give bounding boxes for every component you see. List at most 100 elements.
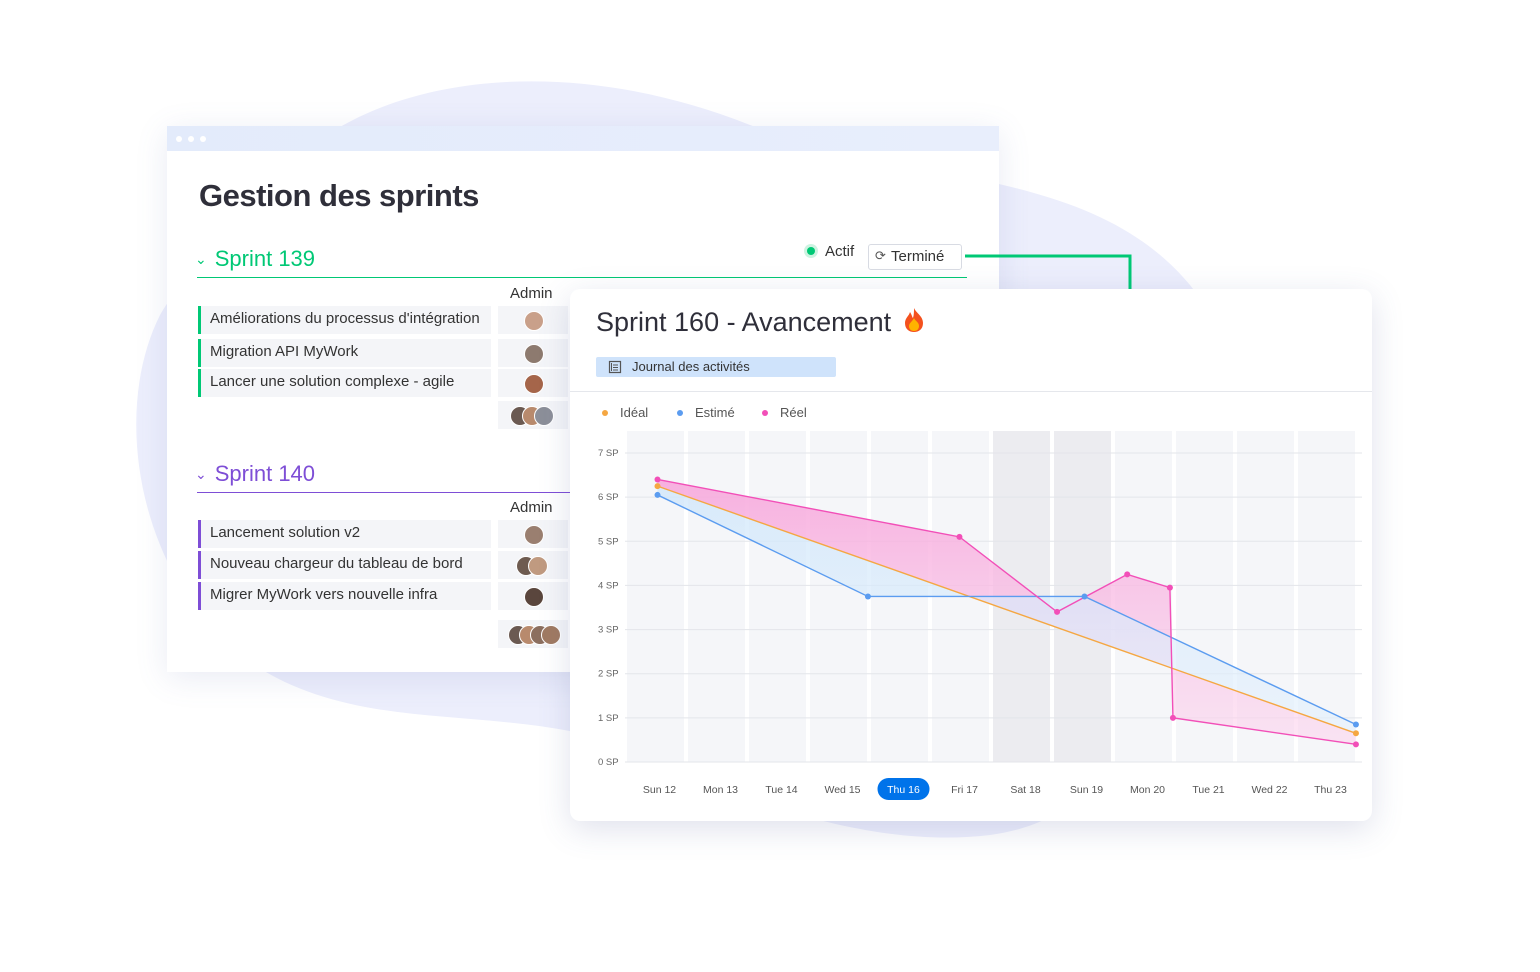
day-column <box>749 431 806 762</box>
window-titlebar <box>167 126 999 151</box>
point-actual <box>654 476 661 483</box>
point-estimated <box>654 491 661 498</box>
task-color-bar <box>198 520 201 548</box>
y-tick-label: 1 SP <box>598 713 619 724</box>
task-name: Migration API MyWork <box>210 343 359 360</box>
point-actual <box>956 533 963 540</box>
sync-icon: ⟳ <box>875 248 886 263</box>
admin-summary-cell[interactable] <box>498 620 568 648</box>
admin-cell[interactable] <box>498 339 568 367</box>
avatar <box>524 374 544 394</box>
x-tick-label: Sat 18 <box>1010 784 1041 796</box>
point-estimated <box>864 593 871 600</box>
sprint-group-header[interactable]: ⌄ Sprint 139 <box>195 246 315 272</box>
legend-label: Idéal <box>620 405 649 420</box>
y-tick-label: 3 SP <box>598 625 619 636</box>
status-active[interactable]: Actif <box>807 243 854 260</box>
active-dot-icon <box>807 247 815 255</box>
task-name: Migrer MyWork vers nouvelle infra <box>210 586 438 603</box>
done-status-button[interactable]: ⟳ Terminé <box>868 244 962 270</box>
task-color-bar <box>198 339 201 367</box>
x-tick-label: Tue 21 <box>1192 784 1224 796</box>
avatar <box>541 625 561 645</box>
task-row[interactable]: Lancement solution v2 <box>198 520 491 548</box>
legend-item-ideal[interactable]: Idéal <box>602 405 648 420</box>
avatar <box>528 556 548 576</box>
sprint-divider <box>197 277 967 278</box>
activity-log-tab[interactable]: Journal des activités <box>596 357 836 377</box>
task-color-bar <box>198 306 201 334</box>
y-tick-label: 4 SP <box>598 580 619 591</box>
window-dot-icon <box>188 136 194 142</box>
task-name: Améliorations du processus d'intégration <box>210 310 480 327</box>
day-column <box>688 431 745 762</box>
burndown-chart: 0 SP 1 SP 2 SP 3 SP 4 SP 5 SP 6 SP 7 SP Sun 12 Mo… <box>598 431 1362 800</box>
line-estimated <box>657 494 1357 726</box>
point-ideal <box>1352 730 1359 737</box>
x-tick-highlight <box>877 778 930 800</box>
task-name: Lancement solution v2 <box>210 524 361 541</box>
day-column <box>810 431 867 762</box>
task-color-bar <box>198 551 201 579</box>
admin-cell[interactable] <box>498 520 568 548</box>
sprint-progress-card: Sprint 160 - Avancement Journal des acti… <box>570 289 1372 821</box>
x-tick-label: Mon 13 <box>703 784 738 796</box>
sprint-divider <box>197 492 572 493</box>
task-color-bar <box>198 582 201 610</box>
x-tick-label: Wed 22 <box>1252 784 1288 796</box>
y-tick-label: 7 SP <box>598 448 619 459</box>
task-row[interactable]: Migration API MyWork <box>198 339 491 367</box>
area-actual-vs-ideal <box>657 479 1356 745</box>
point-ideal <box>654 483 661 490</box>
point-actual <box>1054 608 1061 615</box>
legend-label: Estimé <box>695 405 735 420</box>
document-icon <box>608 360 622 374</box>
legend-item-estimated[interactable]: Estimé <box>677 405 735 420</box>
x-tick-label: Wed 15 <box>825 784 861 796</box>
admin-summary-cell[interactable] <box>498 401 568 429</box>
card-title: Sprint 160 - Avancement <box>596 305 925 338</box>
fire-icon <box>904 308 923 332</box>
legend-label: Réel <box>780 405 807 420</box>
x-tick-label: Fri 17 <box>951 784 978 796</box>
admin-cell[interactable] <box>498 582 568 610</box>
x-tick-label: Tue 14 <box>765 784 797 796</box>
line-ideal <box>657 485 1357 734</box>
point-actual <box>1169 714 1176 721</box>
status-active-label: Actif <box>825 243 855 260</box>
chevron-down-icon[interactable]: ⌄ <box>195 466 207 482</box>
legend-dot-icon <box>602 410 608 416</box>
window-dot-icon <box>176 136 182 142</box>
x-tick-label: Thu 16 <box>887 784 920 796</box>
task-color-bar <box>198 369 201 397</box>
x-tick-label: Mon 20 <box>1130 784 1165 796</box>
chevron-down-icon[interactable]: ⌄ <box>195 251 207 267</box>
point-actual <box>1166 584 1173 591</box>
point-estimated <box>1352 721 1359 728</box>
task-row[interactable]: Améliorations du processus d'intégration <box>198 306 491 334</box>
legend-item-actual[interactable]: Réel <box>762 405 807 420</box>
status-done-label: Terminé <box>891 248 945 265</box>
y-tick-label: 2 SP <box>598 669 619 680</box>
point-actual <box>1352 741 1359 748</box>
task-name: Lancer une solution complexe - agile <box>210 373 455 390</box>
x-tick-label: Thu 23 <box>1314 784 1347 796</box>
y-tick-label: 5 SP <box>598 536 619 547</box>
legend-dot-icon <box>677 410 683 416</box>
task-row[interactable]: Migrer MyWork vers nouvelle infra <box>198 582 491 610</box>
column-header-admin: Admin <box>510 285 553 302</box>
legend-dot-icon <box>762 410 768 416</box>
x-tick-label: Sun 12 <box>643 784 676 796</box>
admin-cell[interactable] <box>498 369 568 397</box>
avatar <box>534 406 554 426</box>
avatar <box>524 344 544 364</box>
sprint-group-header[interactable]: ⌄ Sprint 140 <box>195 461 315 487</box>
activity-log-label: Journal des activités <box>632 359 750 374</box>
x-tick-label: Sun 19 <box>1070 784 1103 796</box>
task-row[interactable]: Lancer une solution complexe - agile <box>198 369 491 397</box>
avatar <box>524 587 544 607</box>
column-header-admin: Admin <box>510 499 553 516</box>
admin-cell[interactable] <box>498 306 568 334</box>
task-row[interactable]: Nouveau chargeur du tableau de bord <box>198 551 491 579</box>
admin-cell[interactable] <box>498 551 568 579</box>
